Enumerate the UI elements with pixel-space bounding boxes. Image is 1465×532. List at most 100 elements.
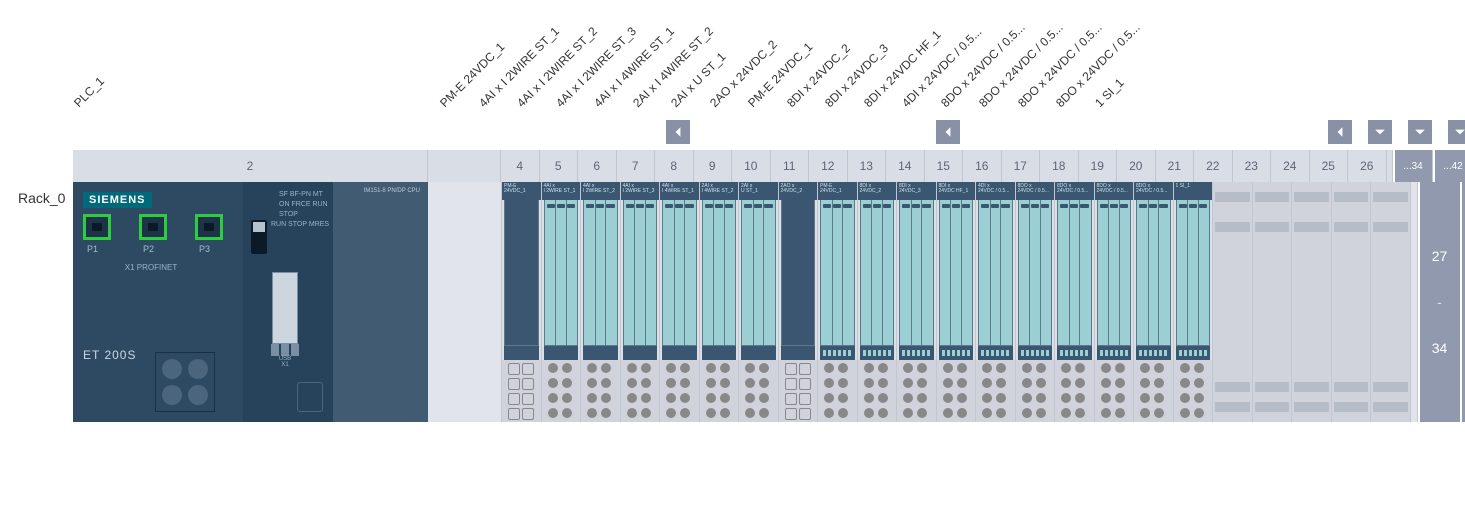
plc-label: PLC_1 [71, 74, 107, 110]
module-foot [939, 346, 974, 360]
expand-down-icon[interactable] [1448, 120, 1465, 144]
slot-header-collapsed[interactable]: ...42 [1433, 150, 1465, 182]
empty-slot[interactable] [1253, 182, 1293, 422]
io-module[interactable]: 2AO x 24VDC_2 [779, 182, 819, 422]
module-foot [623, 346, 658, 360]
cpu-type-label: IM151-8 PN/DP CPU [364, 188, 420, 195]
slot-header[interactable]: 9 [694, 150, 733, 182]
slot-header[interactable]: 4 [501, 150, 540, 182]
slot-header[interactable] [428, 150, 501, 182]
port-p3[interactable] [195, 214, 223, 240]
cpu-left-panel: SIEMENS P1 P2 P3 X1 PROFINET ET 200S [73, 182, 243, 422]
slot-header[interactable]: 7 [617, 150, 656, 182]
slot-header[interactable]: 20 [1117, 150, 1156, 182]
rack-label: Rack_0 [18, 190, 65, 206]
empty-slot-3[interactable] [428, 182, 502, 422]
module-foot [1097, 346, 1132, 360]
port-label: P3 [199, 244, 210, 254]
slot-header[interactable]: 5 [540, 150, 579, 182]
slot-header[interactable]: 22 [1194, 150, 1233, 182]
module-type-strip: 8DI x 24VDC_2 [858, 182, 897, 200]
io-module[interactable]: 8DO x 24VDC / 0.5... [1055, 182, 1095, 422]
sd-card-slot[interactable] [297, 382, 323, 412]
io-module[interactable]: 8DO x 24VDC / 0.5... [1016, 182, 1056, 422]
slot-header-collapsed[interactable]: ...34 [1393, 150, 1433, 182]
empty-slot[interactable] [1332, 182, 1372, 422]
empty-slot[interactable] [1213, 182, 1253, 422]
slot-header[interactable]: 23 [1233, 150, 1272, 182]
slot-header[interactable]: 18 [1040, 150, 1079, 182]
terminal-block [1016, 360, 1055, 422]
terminal-block [858, 360, 897, 422]
collapsed-slot-range[interactable]: 35-42 [1460, 182, 1465, 422]
empty-slot[interactable] [1371, 182, 1411, 422]
cpu-module[interactable]: SIEMENS P1 P2 P3 X1 PROFINET ET 200S SF … [73, 182, 428, 422]
module-foot [1176, 346, 1211, 360]
io-module[interactable]: 4AI x I 2WIRE ST_2 [581, 182, 621, 422]
module-foot [781, 346, 816, 360]
slot-header[interactable]: 15 [925, 150, 964, 182]
port-p1[interactable] [83, 214, 111, 240]
cpu-model-label: ET 200S [83, 348, 136, 362]
slot-header[interactable]: 19 [1079, 150, 1118, 182]
module-type-strip: 8DO x 24VDC / 0.5... [1016, 182, 1055, 200]
collapsed-slot-range[interactable]: 27-34 [1418, 182, 1460, 422]
empty-slot[interactable] [1292, 182, 1332, 422]
slot-header[interactable]: 12 [809, 150, 848, 182]
io-module[interactable]: 4AI x I 2WIRE ST_3 [621, 182, 661, 422]
slot-header[interactable]: 10 [732, 150, 771, 182]
io-module[interactable]: PM-E 24VDC_1 [818, 182, 858, 422]
terminal-block [779, 360, 818, 422]
module-type-strip: 8DI x 24VDC HF_1 [937, 182, 976, 200]
io-module[interactable]: 4DI x 24VDC / 0.5... [976, 182, 1016, 422]
io-module[interactable]: 1 SI_1 [1174, 182, 1214, 422]
module-type-strip: 4AI x I 2WIRE ST_3 [621, 182, 660, 200]
io-module[interactable]: 2AI x I 4WIRE ST_2 [700, 182, 740, 422]
port-p2[interactable] [139, 214, 167, 240]
module-foot [1018, 346, 1053, 360]
slot-header[interactable]: 26 [1348, 150, 1387, 182]
io-module[interactable]: 2AI x U ST_1 [739, 182, 779, 422]
module-foot [583, 346, 618, 360]
module-body [504, 200, 539, 346]
slot-header[interactable]: 24 [1271, 150, 1310, 182]
slot-header[interactable]: 25 [1310, 150, 1349, 182]
slot-header[interactable]: 14 [886, 150, 925, 182]
io-module[interactable]: 4AI x I 2WIRE ST_1 [542, 182, 582, 422]
slot-header[interactable]: 13 [848, 150, 887, 182]
slot-header[interactable]: 8 [655, 150, 694, 182]
slot-header[interactable]: 21 [1156, 150, 1195, 182]
slot-header[interactable]: 2 [73, 150, 428, 182]
io-module[interactable]: 8DI x 24VDC HF_1 [937, 182, 977, 422]
slot-header[interactable]: 6 [578, 150, 617, 182]
cpu-interface-strip: IM151-8 PN/DP CPU [333, 182, 428, 422]
io-module[interactable]: 8DO x 24VDC / 0.5... [1095, 182, 1135, 422]
expand-down-icon[interactable] [1408, 120, 1432, 144]
module-body [1057, 200, 1092, 346]
module-body [583, 200, 618, 346]
terminal-block [818, 360, 857, 422]
expand-down-icon[interactable] [1368, 120, 1392, 144]
module-type-strip: 8DO x 24VDC / 0.5... [1134, 182, 1173, 200]
io-module[interactable]: 8DI x 24VDC_2 [858, 182, 898, 422]
module-type-strip: 4AI x I 4WIRE ST_1 [660, 182, 699, 200]
scroll-left-icon[interactable] [936, 120, 960, 144]
io-module[interactable]: PM-E 24VDC_1 [502, 182, 542, 422]
module-foot [820, 346, 855, 360]
io-module[interactable]: 4AI x I 4WIRE ST_1 [660, 182, 700, 422]
slot-header[interactable]: 16 [963, 150, 1002, 182]
scroll-left-icon[interactable] [666, 120, 690, 144]
module-type-strip: PM-E 24VDC_1 [818, 182, 857, 200]
io-module[interactable]: 8DO x 24VDC / 0.5... [1134, 182, 1174, 422]
slot-header[interactable]: 11 [771, 150, 810, 182]
module-body [741, 200, 776, 346]
range-end: 34 [1432, 340, 1448, 356]
terminal-block [897, 360, 936, 422]
module-body [978, 200, 1013, 346]
slot-header[interactable]: 17 [1002, 150, 1041, 182]
mode-switch[interactable] [251, 220, 267, 254]
scroll-left-icon[interactable] [1328, 120, 1352, 144]
module-foot [662, 346, 697, 360]
cpu-leds: SF BF-PN MT ON FRCE RUN STOP [279, 190, 333, 219]
io-module[interactable]: 8DI x 24VDC_3 [897, 182, 937, 422]
